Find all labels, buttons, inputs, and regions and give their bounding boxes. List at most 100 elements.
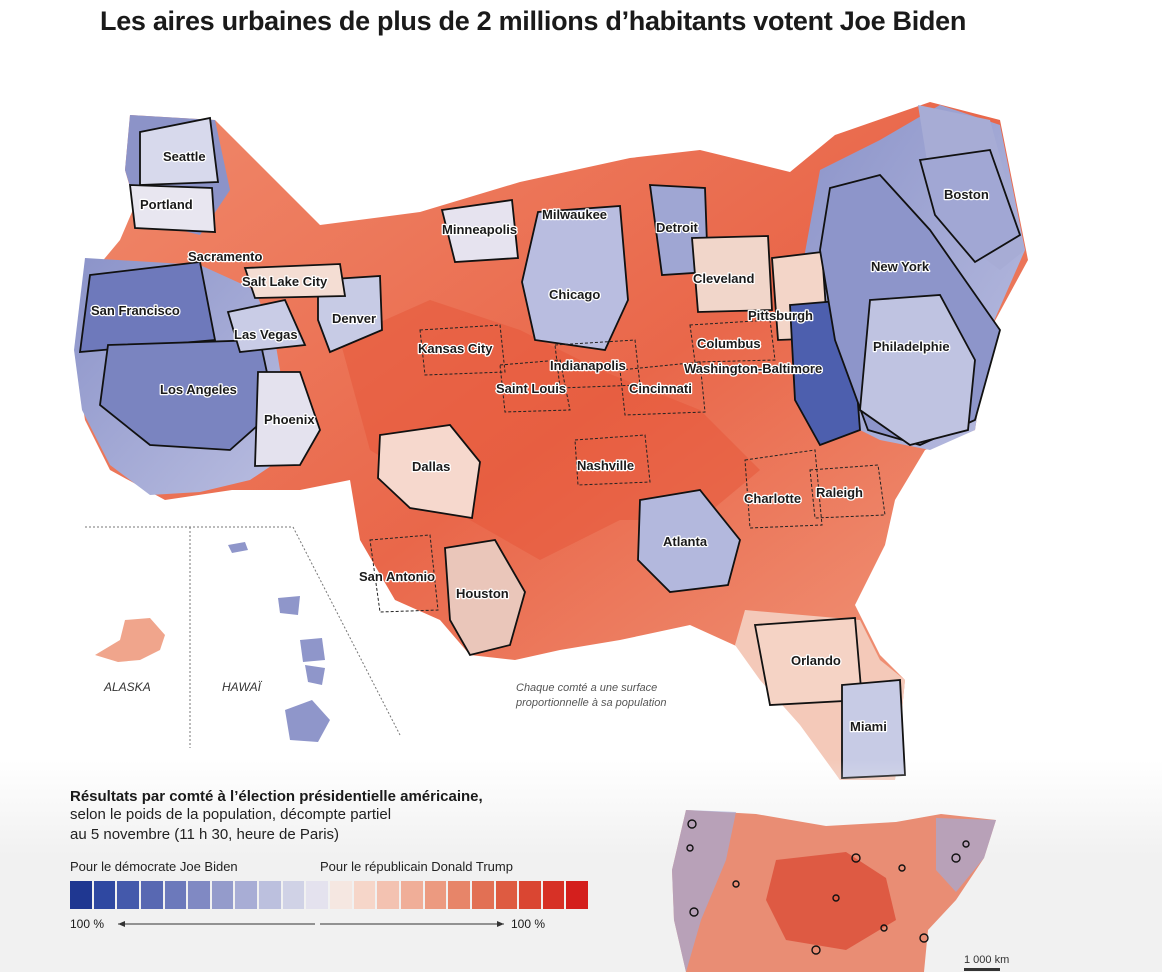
trump-legend-label: Pour le républicain Donald Trump [320,859,513,874]
legend-subtitle-line: au 5 novembre (11 h 30, heure de Paris) [70,826,340,843]
minneapolis-outline [440,198,519,263]
philadelphia-outline [859,294,976,446]
indianapolis-outline [554,339,641,389]
scale-swatch [164,881,187,909]
city-label: Milwaukee [542,207,607,222]
portland-outline [128,184,216,233]
city-label: Atlanta [663,534,708,549]
boston-outline [918,149,1022,264]
scale-swatch [495,881,518,909]
phoenix-outline [254,371,321,467]
scale-swatch [93,881,116,909]
city-label: Columbus [697,336,761,351]
scale-bar-line [964,968,1000,971]
chicago-outline [521,205,629,351]
city-label: Sacramento [188,249,262,264]
legend-subtitle-line: selon le poids de la population, décompt… [70,806,392,823]
scale-swatch [140,881,163,909]
legend-heads: Pour le démocrate Joe Biden Pour le répu… [70,859,590,877]
alaska-shape [95,618,165,662]
city-label: Chicago [549,287,600,302]
map-title: Les aires urbaines de plus de 2 millions… [100,6,967,36]
city-label: Cincinnati [629,381,692,396]
city-label: Las Vegas [234,327,298,342]
columbus-outline [689,319,776,363]
city-label: Salt Lake City [242,274,328,289]
map-note: Chaque comté a une surface proportionnel… [516,681,736,711]
alaska-label: ALASKA [103,680,151,694]
metro-dashed-outlines [369,319,886,613]
scale-swatch [330,881,352,909]
city-label: Houston [456,586,509,601]
nashville-outline [574,434,651,486]
hawaii-label: HAWAÏ [222,680,263,694]
city-label: Raleigh [816,485,863,500]
city-label: Portland [140,197,193,212]
scale-arrows: 100 % 100 % [70,915,590,933]
seattle-outline [139,116,220,186]
city-label: Boston [944,187,989,202]
biden-max-label: 100 % [70,917,105,931]
hawaii-shapes [228,542,330,742]
scale-swatch [306,881,329,909]
houston-outline [444,539,526,657]
scale-swatch [70,881,92,909]
salt-lake-outline [243,263,347,299]
saint-louis-outline [499,359,571,413]
city-label: Cleveland [693,271,754,286]
scale-swatch [566,881,589,909]
scale-swatch [377,881,399,909]
arrow-lines [118,921,504,927]
raleigh-outline [809,464,886,519]
city-label: Los Angeles [160,382,237,397]
scale-swatch [259,881,281,909]
city-label: Nashville [577,458,634,473]
scale-swatch [448,881,470,909]
legend: Résultats par comté à l’élection préside… [70,788,590,933]
dallas-outline [377,424,481,520]
city-label: Pittsburgh [748,308,813,323]
city-label: Orlando [791,653,841,668]
note-line: Chaque comté a une surface [516,682,658,694]
color-scale [70,881,590,909]
scale-swatch [542,881,565,909]
city-label: Seattle [163,149,206,164]
scale-bar: 1 000 km [964,954,1009,971]
atlanta-outline [637,489,741,593]
inset-frames [85,526,401,748]
city-labels: Seattle Portland Sacramento Salt Lake Ci… [90,148,990,736]
city-label: Kansas City [418,341,493,356]
trump-max-label: 100 % [511,917,546,931]
metro-outlines [78,116,1022,779]
scale-swatch [424,881,447,909]
scale-swatch [211,881,234,909]
city-label: Dallas [412,459,450,474]
city-label: San Antonio [359,569,435,584]
scale-swatch [353,881,376,909]
city-label: Denver [332,311,376,326]
las-vegas-outline [226,298,307,353]
city-label: New York [871,259,930,274]
city-label: Charlotte [744,491,801,506]
cleveland-outline [691,235,773,313]
scale-swatch [519,881,541,909]
city-label: Indianapolis [550,358,626,373]
legend-title: Résultats par comté à l’élection préside… [70,788,483,805]
charlotte-outline [744,449,823,529]
city-label: Washington-Baltimore [684,361,822,376]
scale-swatch [282,881,305,909]
scale-swatch [471,881,494,909]
note-line: proportionnelle à sa population [516,697,667,709]
city-label: Philadelphie [873,339,950,354]
city-label: San Francisco [91,303,180,318]
scale-swatch [235,881,258,909]
scale-swatch [117,881,139,909]
scale-swatch [400,881,423,909]
city-label: Miami [850,719,887,734]
city-label: Detroit [656,220,699,235]
kansas-city-outline [419,324,506,376]
city-label: Saint Louis [496,381,566,396]
cincinnati-outline [619,361,706,416]
city-label: Minneapolis [442,222,517,237]
